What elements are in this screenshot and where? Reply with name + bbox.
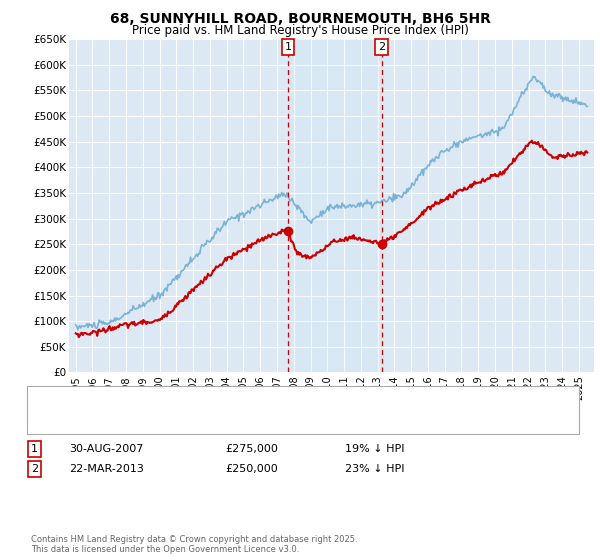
Text: 68, SUNNYHILL ROAD, BOURNEMOUTH, BH6 5HR (detached house): 68, SUNNYHILL ROAD, BOURNEMOUTH, BH6 5HR… <box>71 404 419 414</box>
Text: Price paid vs. HM Land Registry's House Price Index (HPI): Price paid vs. HM Land Registry's House … <box>131 24 469 36</box>
Text: £275,000: £275,000 <box>225 444 278 454</box>
Text: 1: 1 <box>31 444 38 454</box>
Text: 2: 2 <box>378 42 385 52</box>
Text: HPI: Average price, detached house, Bournemouth Christchurch and Poole: HPI: Average price, detached house, Bour… <box>71 419 459 430</box>
Text: 68, SUNNYHILL ROAD, BOURNEMOUTH, BH6 5HR: 68, SUNNYHILL ROAD, BOURNEMOUTH, BH6 5HR <box>110 12 490 26</box>
Text: £250,000: £250,000 <box>225 464 278 474</box>
Text: 2: 2 <box>31 464 38 474</box>
Text: Contains HM Land Registry data © Crown copyright and database right 2025.
This d: Contains HM Land Registry data © Crown c… <box>31 535 358 554</box>
Text: 30-AUG-2007: 30-AUG-2007 <box>69 444 143 454</box>
Text: 19% ↓ HPI: 19% ↓ HPI <box>345 444 404 454</box>
Text: 23% ↓ HPI: 23% ↓ HPI <box>345 464 404 474</box>
Text: 22-MAR-2013: 22-MAR-2013 <box>69 464 144 474</box>
Bar <box>288 39 382 372</box>
Text: 1: 1 <box>284 42 292 52</box>
